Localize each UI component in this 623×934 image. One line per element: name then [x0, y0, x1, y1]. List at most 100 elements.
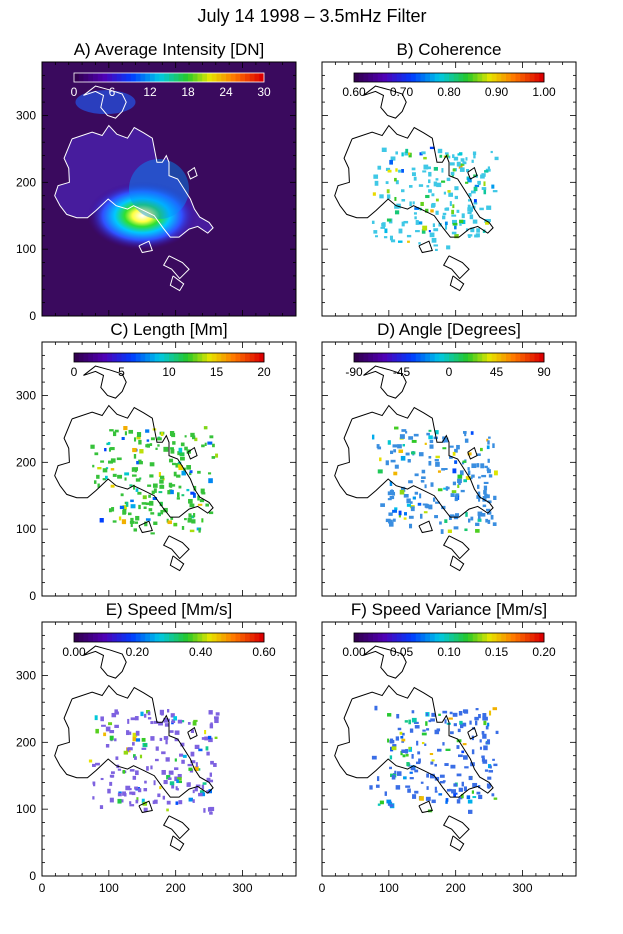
colorbar-segment [107, 73, 113, 82]
colorbar-segment [449, 73, 455, 82]
data-pixel [485, 741, 488, 745]
data-pixel [111, 712, 117, 718]
colorbar-segment [373, 73, 379, 82]
data-pixel [405, 753, 409, 757]
colorbar-segment [430, 633, 436, 642]
colorbar-segment [226, 633, 232, 642]
colorbar-segment [491, 73, 497, 82]
colorbar-segment [216, 633, 222, 642]
data-pixel [108, 460, 113, 464]
data-pixel [177, 451, 182, 456]
colorbar-segment [159, 73, 165, 82]
colorbar-segment [434, 633, 440, 642]
data-pixel [110, 484, 115, 488]
data-pixel [191, 435, 196, 440]
colorbar-segment [501, 73, 507, 82]
region-contour [83, 85, 127, 119]
colorbar-segment [88, 633, 94, 642]
x-tick-label: 0 [319, 881, 326, 895]
data-pixel [456, 799, 461, 804]
data-pixel [117, 768, 122, 771]
data-pixel [177, 780, 183, 784]
colorbar-segment [240, 353, 246, 362]
data-pixel [149, 443, 153, 446]
data-pixel [411, 717, 417, 723]
data-pixel [371, 755, 377, 760]
colorbar-segment [529, 633, 535, 642]
data-pixel [387, 491, 393, 496]
data-pixel [214, 718, 219, 724]
data-pixel [194, 744, 200, 750]
colorbar-segment [259, 73, 265, 82]
data-pixel [389, 159, 393, 165]
colorbar-tick-label: 0.20 [126, 645, 150, 659]
data-pixel [475, 708, 479, 711]
colorbar-segment [145, 633, 151, 642]
data-pixel [167, 709, 170, 713]
colorbar-segment [496, 73, 502, 82]
colorbar-segment [354, 633, 360, 642]
data-pixel [444, 221, 448, 226]
data-pixel [445, 207, 450, 211]
colorbar-segment [145, 73, 151, 82]
data-pixel [105, 475, 108, 480]
panel-F: F) Speed Variance [Mm/s] 0.00 0.05 0.10 0.15… [319, 600, 577, 895]
colorbar-segment [363, 633, 369, 642]
data-pixel [425, 208, 429, 213]
data-pixel [200, 488, 205, 494]
colorbar-segment [477, 353, 483, 362]
data-pixel [454, 225, 457, 230]
colorbar-segment [463, 353, 469, 362]
data-pixel [389, 235, 393, 241]
data-pixel [425, 712, 429, 716]
data-pixel [112, 520, 117, 523]
region-contour [442, 255, 470, 280]
data-pixel [197, 470, 201, 474]
colorbar-tick-label: 0.60 [252, 645, 276, 659]
data-pixel [189, 529, 195, 533]
data-pixel [471, 159, 474, 163]
data-pixel [462, 460, 467, 463]
data-pixel [166, 808, 169, 812]
data-pixel [94, 715, 98, 721]
data-pixel [135, 515, 140, 521]
data-pixel [467, 234, 473, 237]
data-pixel [138, 504, 141, 510]
data-pixel [132, 736, 137, 742]
panel-title: F) Speed Variance [Mm/s] [351, 600, 547, 619]
plot-area [42, 342, 296, 596]
data-pixel [445, 486, 449, 491]
data-pixel [169, 484, 173, 488]
data-pixel [473, 186, 478, 192]
data-pixel [198, 748, 203, 752]
colorbar-segment [425, 73, 431, 82]
data-pixel [190, 760, 196, 764]
colorbar-segment [534, 633, 540, 642]
data-pixel [457, 478, 462, 484]
data-pixel [177, 464, 182, 468]
region-contour [54, 124, 214, 238]
data-pixel [215, 712, 220, 716]
colorbar-segment [169, 353, 175, 362]
data-pixel [478, 497, 481, 502]
data-pixel [446, 154, 449, 158]
data-pixel [425, 721, 428, 726]
data-pixel [212, 443, 215, 448]
data-pixel [126, 730, 130, 736]
region-contour [162, 535, 190, 560]
colorbar-tick-label: 45 [490, 365, 504, 379]
data-pixel [434, 729, 440, 735]
data-pixel [103, 732, 107, 737]
data-pixel [472, 151, 477, 156]
data-pixel [461, 781, 464, 787]
data-pixel [171, 462, 176, 466]
data-pixel [454, 195, 459, 200]
data-pixel [461, 461, 465, 465]
data-pixel [163, 717, 169, 723]
data-pixel [473, 174, 478, 178]
colorbar-tick-label: 30 [257, 85, 271, 99]
data-pixel [458, 710, 463, 716]
data-pixel [203, 808, 206, 813]
data-pixel [464, 432, 467, 437]
data-pixel [424, 442, 427, 445]
